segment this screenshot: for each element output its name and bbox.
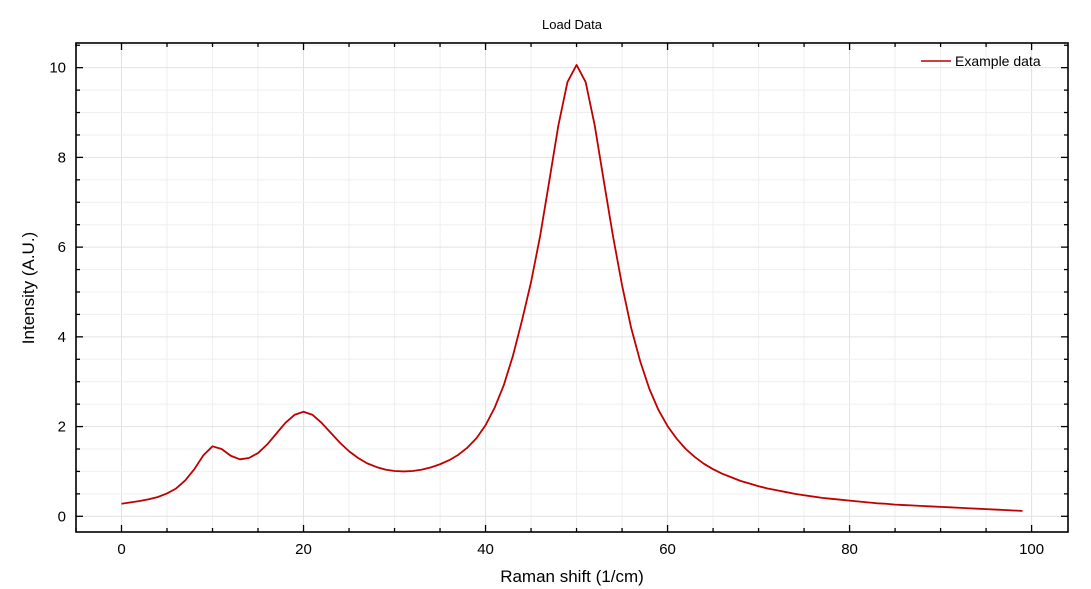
legend-label-example-data: Example data	[955, 53, 1041, 69]
y-tick-label: 2	[58, 419, 66, 436]
x-tick-label: 80	[841, 541, 858, 558]
chart-title: Load Data	[542, 17, 603, 32]
grid	[75, 43, 1068, 532]
x-tick-labels: 0 20 40 60 80 100	[117, 541, 1044, 558]
y-tick-labels: 0 2 4 6 8 10	[49, 60, 66, 526]
x-tick-label: 20	[295, 541, 312, 558]
y-tick-label: 8	[58, 149, 66, 166]
legend: Example data	[921, 53, 1041, 69]
series-layer	[121, 64, 1023, 512]
y-tick-label: 4	[58, 329, 66, 346]
x-tick-label: 40	[477, 541, 494, 558]
plot-frame	[75, 42, 1069, 533]
y-tick-label: 0	[58, 508, 66, 525]
y-tick-label: 6	[58, 239, 66, 256]
y-tick-label: 10	[49, 60, 66, 77]
x-axis-label: Raman shift (1/cm)	[500, 567, 644, 586]
x-tick-label: 100	[1019, 541, 1044, 558]
ticks	[75, 43, 1068, 532]
x-tick-label: 0	[117, 541, 125, 558]
series-line-0	[121, 64, 1023, 512]
x-tick-label: 60	[659, 541, 676, 558]
y-axis-label: Intensity (A.U.)	[19, 232, 38, 344]
